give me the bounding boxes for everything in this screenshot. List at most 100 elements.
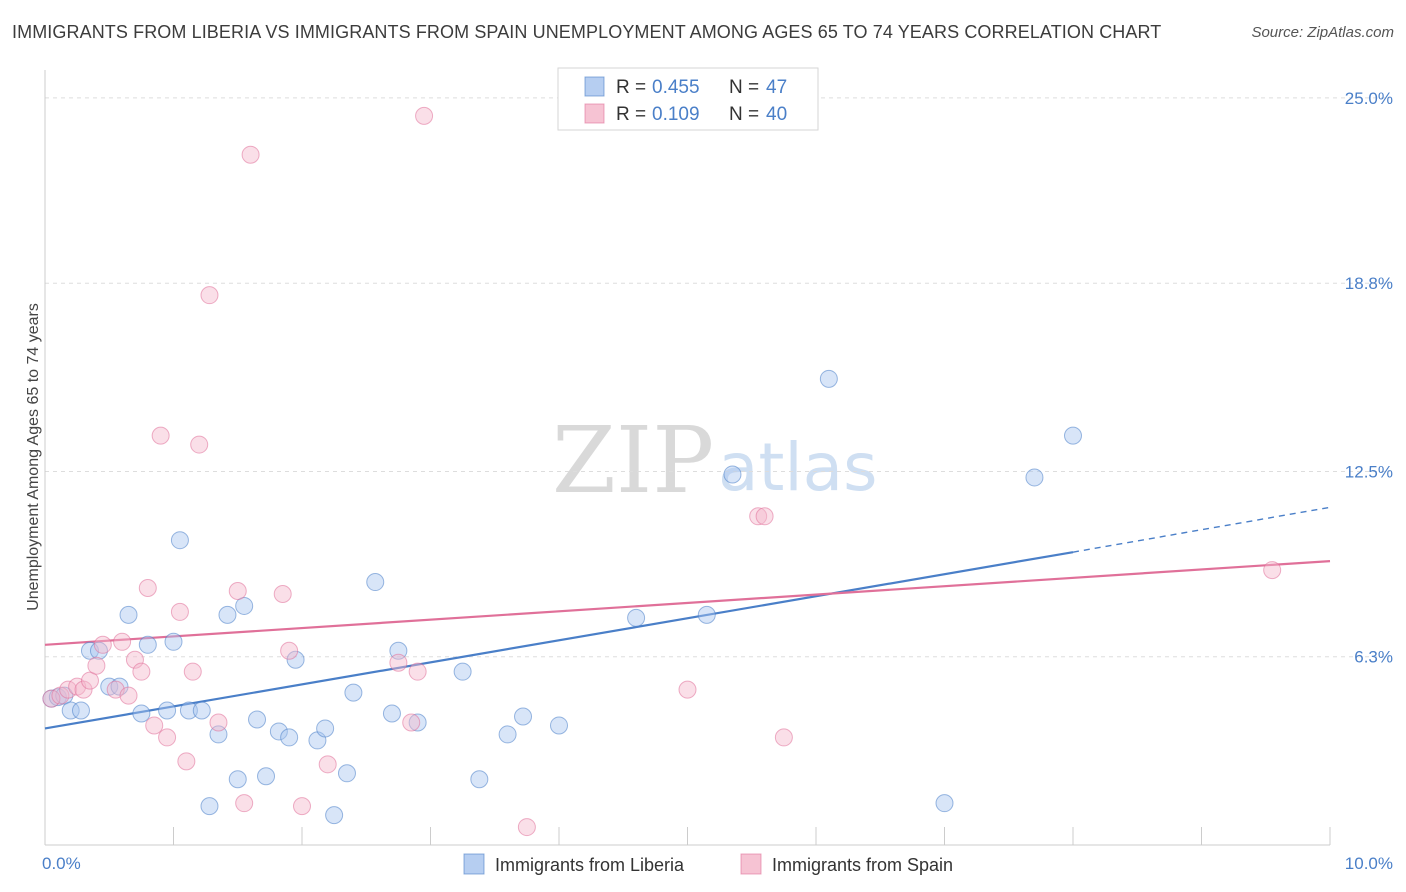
point-liberia-29 [325,806,344,825]
point-spain-9 [113,632,132,651]
point-liberia-46 [1025,468,1044,487]
point-liberia-31 [344,683,363,702]
point-spain-30 [389,653,408,672]
point-liberia-10 [132,704,151,723]
point-spain-14 [145,716,164,735]
point-liberia-12 [158,701,177,720]
trendlines [44,506,1331,730]
trendline-spain [44,560,1331,646]
legend-r-value-liberia: 0.455 [652,77,700,98]
point-liberia-16 [192,701,211,720]
y-tick-label-0: 6.3% [1354,648,1393,667]
point-spain-18 [177,752,196,771]
legend-n-label-spain: N = [729,104,759,125]
point-liberia-38 [498,725,517,744]
point-spain-15 [151,426,170,445]
point-liberia-36 [453,662,472,681]
point-liberia-42 [697,605,716,624]
point-spain-11 [125,650,144,669]
point-liberia-39 [514,707,533,726]
legend-label-liberia: Immigrants from Liberia [495,855,685,875]
point-spain-5 [80,671,99,690]
point-liberia-35 [408,713,427,732]
y-tick-label-1: 12.5% [1345,462,1393,481]
y-axis-label: Unemployment Among Ages 65 to 74 years [25,303,42,611]
point-liberia-14 [170,531,189,550]
point-liberia-28 [316,719,335,738]
legend-swatch-liberia [584,76,605,97]
series-legend: Immigrants from Liberia Immigrants from S… [463,853,953,875]
legend-swatch-spain [584,103,605,124]
point-spain-26 [273,584,292,603]
data-points [42,106,1282,837]
point-spain-16 [158,728,177,747]
point-liberia-9 [119,605,138,624]
point-spain-38 [774,728,793,747]
point-liberia-4 [71,701,90,720]
y-tick-label-2: 18.8% [1345,274,1393,293]
point-liberia-41 [627,608,646,627]
point-spain-31 [402,713,421,732]
point-spain-29 [318,755,337,774]
legend-n-label-liberia: N = [729,77,759,98]
point-spain-10 [119,686,138,705]
point-liberia-24 [269,722,288,741]
point-liberia-11 [138,635,157,654]
point-liberia-19 [218,605,237,624]
point-spain-6 [87,656,106,675]
point-liberia-23 [257,767,276,786]
point-spain-7 [93,635,112,654]
watermark-atlas: atlas [718,429,878,506]
point-liberia-37 [470,770,489,789]
point-spain-4 [74,680,93,699]
point-liberia-21 [235,596,254,615]
point-liberia-43 [723,465,742,484]
legend-r-label-liberia: R = [616,77,646,98]
point-spain-28 [293,797,311,816]
x-tick-labels: 0.0% 10.0% [42,854,1393,873]
point-spain-36 [749,507,768,526]
point-spain-22 [209,713,228,732]
point-liberia-45 [935,794,954,813]
point-liberia-13 [164,632,183,651]
point-spain-13 [138,579,157,598]
point-spain-23 [228,581,247,600]
point-spain-19 [183,662,202,681]
point-liberia-26 [286,650,305,669]
point-spain-39 [1263,561,1282,580]
y-tick-labels: 6.3% 12.5% 18.8% 25.0% [1345,89,1393,667]
point-liberia-33 [382,704,401,723]
point-liberia-3 [61,701,80,720]
legend-n-value-liberia: 47 [766,77,787,98]
point-liberia-22 [248,710,267,729]
point-spain-17 [170,602,189,621]
legend-r-label-spain: R = [616,104,646,125]
point-spain-20 [190,435,209,454]
x-tick-label-1: 10.0% [1345,854,1393,873]
point-liberia-44 [819,369,838,388]
legend-r-value-spain: 0.109 [652,104,700,125]
stats-legend: R = 0.455 N = 47 R = 0.109 N = 40 [557,67,819,131]
point-spain-35 [678,680,697,699]
point-spain-25 [241,145,260,164]
point-spain-12 [132,662,151,681]
point-spain-37 [755,507,774,526]
chart-title: IMMIGRANTS FROM LIBERIA VS IMMIGRANTS FR… [12,22,1162,42]
point-spain-33 [415,106,434,125]
trendline-liberia [44,551,1074,730]
point-liberia-40 [550,716,568,735]
point-spain-27 [280,641,299,660]
point-liberia-20 [228,770,247,789]
point-liberia-15 [179,701,198,720]
source-credit: Source: ZipAtlas.com [1251,24,1394,41]
point-spain-24 [235,794,254,813]
watermark: ZIP atlas [552,407,878,514]
point-spain-34 [517,818,536,837]
point-liberia-30 [337,764,356,783]
legend-swatch-bottom-spain [740,853,762,875]
point-liberia-25 [280,728,299,747]
trendline-liberia-extension [1072,506,1331,553]
axes [44,70,1331,846]
legend-swatch-bottom-liberia [463,853,485,875]
point-spain-32 [408,662,427,681]
